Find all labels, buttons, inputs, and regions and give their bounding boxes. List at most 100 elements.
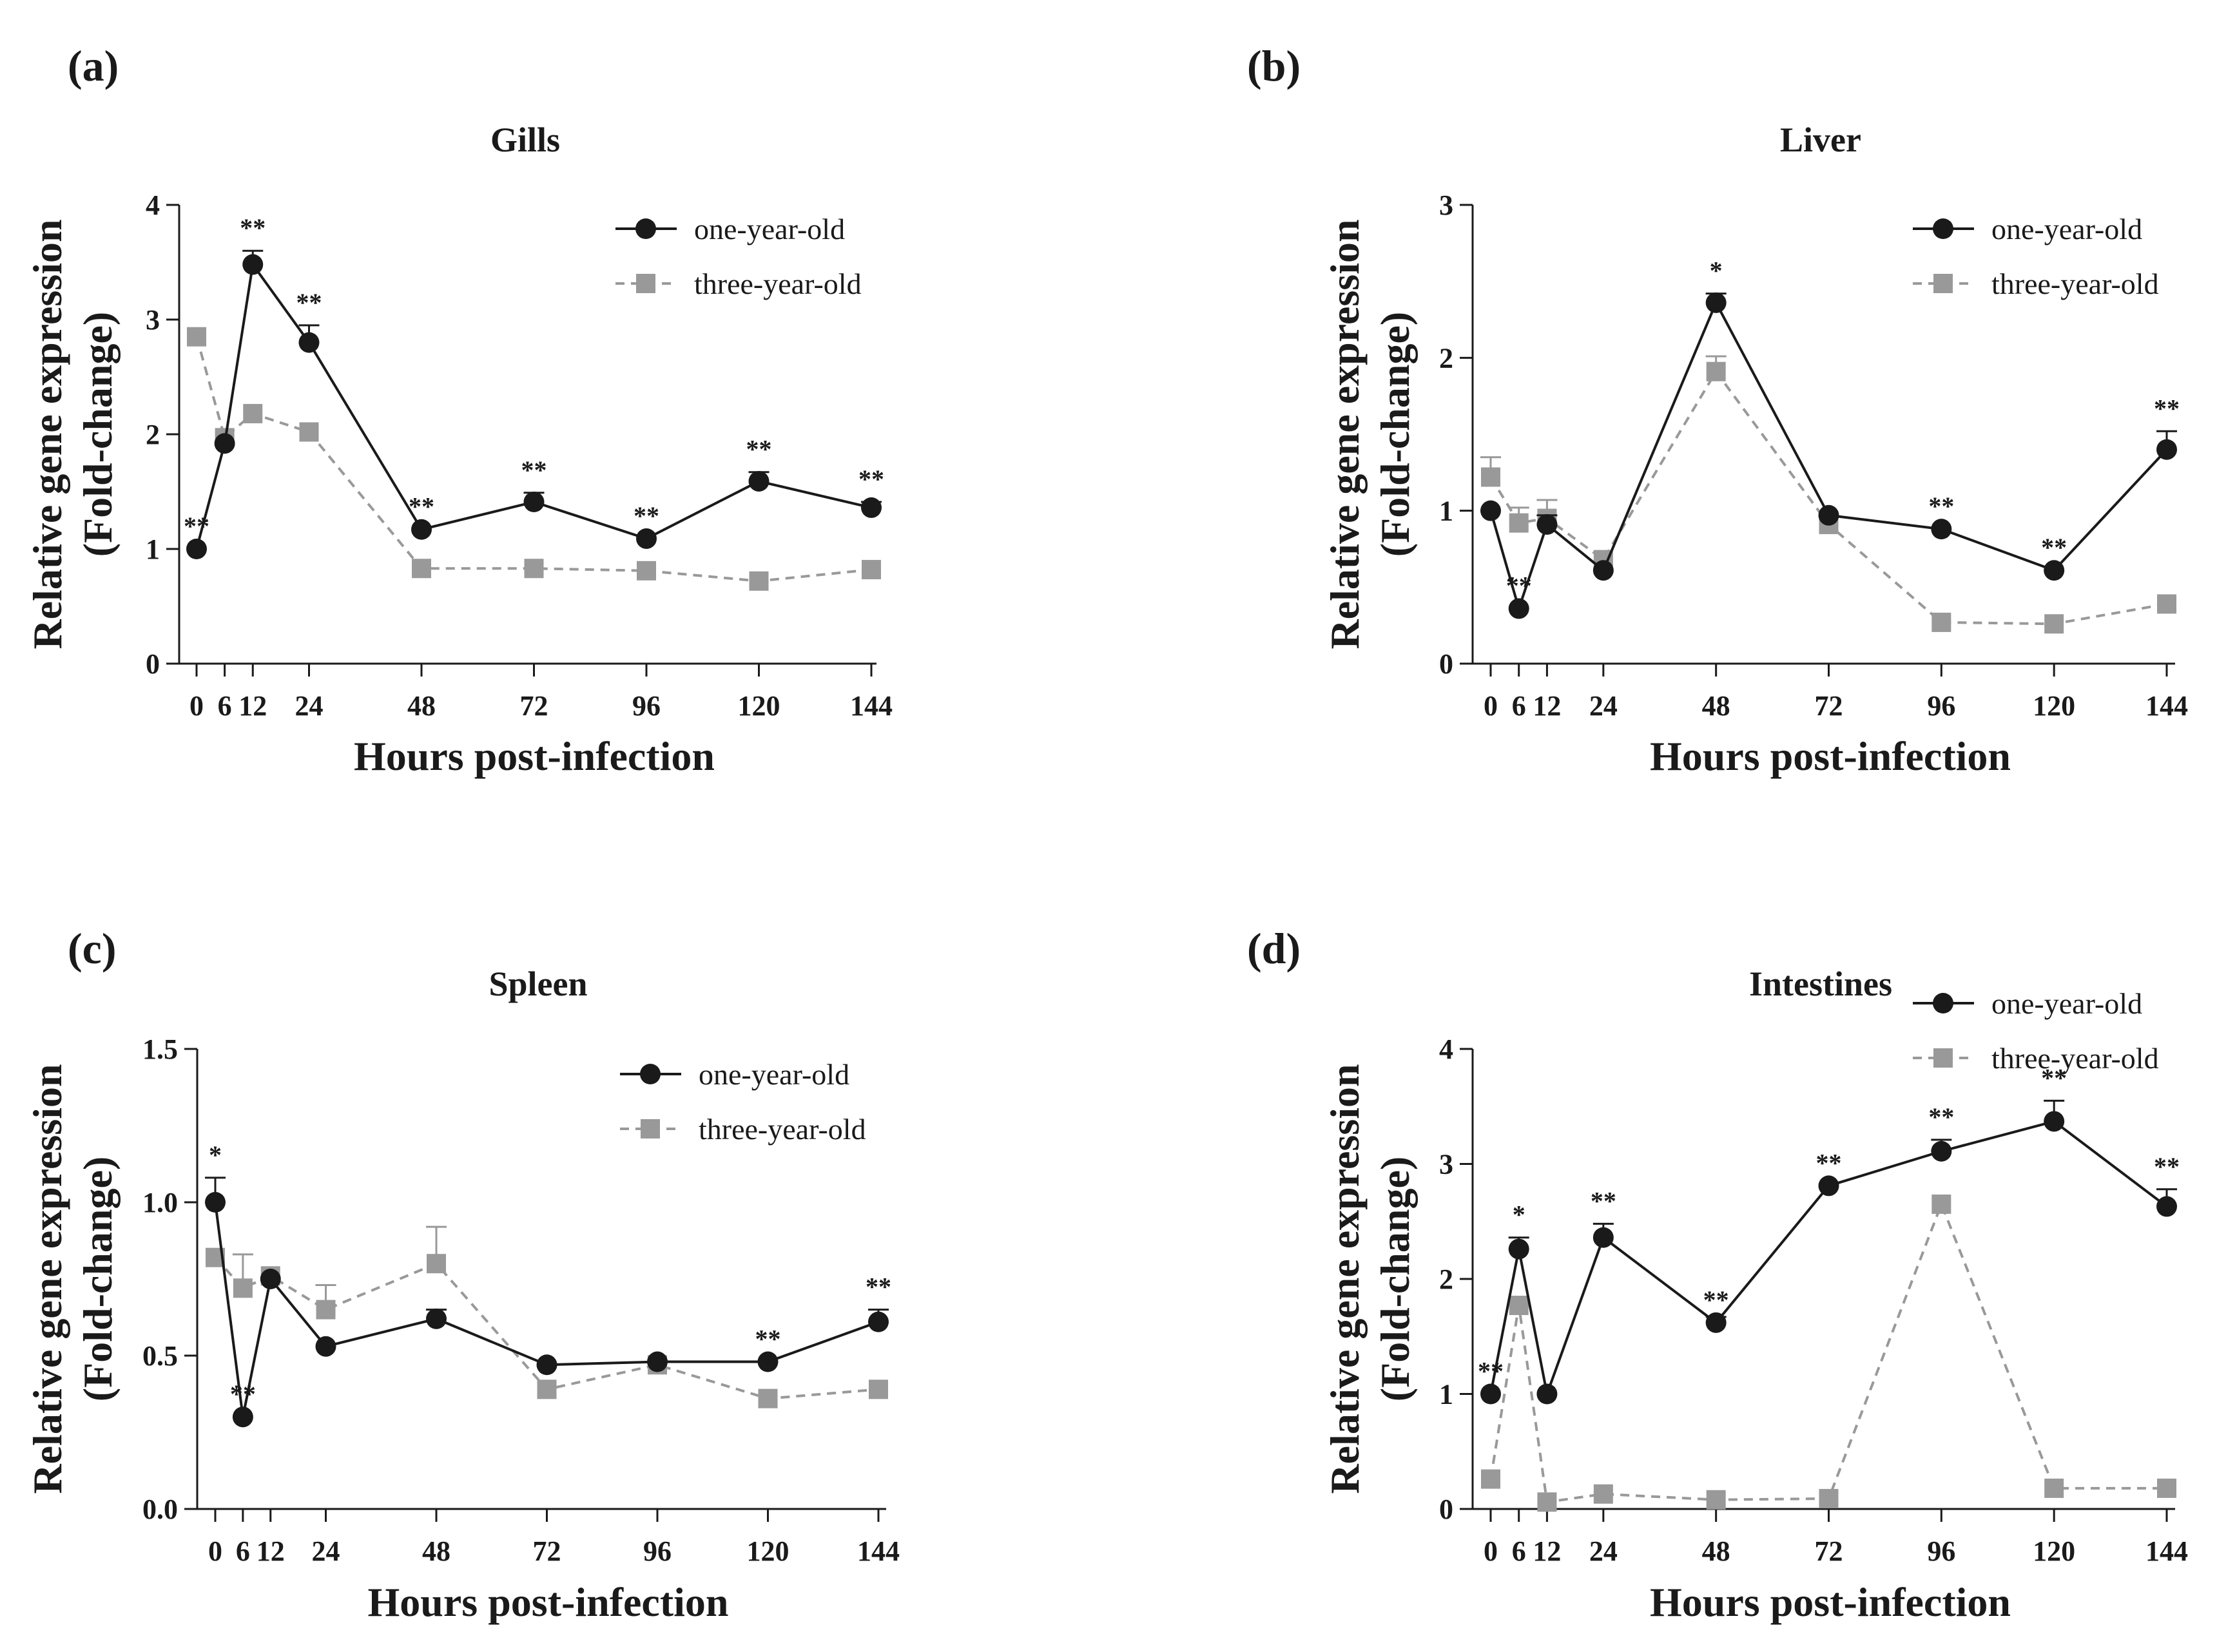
x-tick-label: 12: [1533, 690, 1561, 722]
significance-marker: **: [634, 501, 659, 530]
data-point-circle: [242, 254, 264, 275]
data-point-square: [524, 559, 544, 579]
data-point-square: [1537, 1492, 1557, 1512]
legend-marker-circle: [640, 1064, 661, 1084]
significance-marker: **: [1703, 1285, 1729, 1314]
x-tick-label: 12: [1533, 1535, 1561, 1567]
significance-marker: **: [2041, 533, 2067, 562]
y-tick-label: 0: [1439, 1494, 1453, 1525]
y-tick-label: 1: [146, 533, 160, 565]
data-point-circle: [1593, 1227, 1614, 1248]
x-tick-label: 96: [643, 1535, 672, 1567]
data-point-square: [1509, 1296, 1529, 1316]
y-tick-label: 3: [146, 304, 160, 336]
legend-label: three-year-old: [699, 1113, 866, 1146]
y-tick-label: 1.5: [142, 1033, 178, 1065]
significance-marker: **: [1591, 1186, 1616, 1215]
y-tick-label: 0: [146, 648, 160, 680]
y-axis-label: Relative gene expression: [24, 1064, 70, 1494]
legend-marker-circle: [635, 218, 656, 239]
data-point-circle: [1705, 1312, 1727, 1333]
series-three-year-old: [1480, 355, 2176, 634]
significance-marker: **: [2154, 394, 2180, 423]
y-tick-label: 0: [1439, 648, 1453, 680]
significance-marker: **: [296, 288, 322, 317]
significance-marker: **: [2154, 1152, 2180, 1181]
y-axis-label: Relative gene expression: [1322, 1064, 1368, 1494]
legend-label: one-year-old: [699, 1058, 849, 1091]
series-line-three-year-old: [1489, 1200, 2167, 1504]
x-tick-label: 48: [1702, 690, 1730, 722]
panel-label: (c): [68, 924, 116, 973]
x-axis-label: Hours post-infection: [1650, 733, 2011, 779]
y-tick-label: 0.0: [142, 1494, 178, 1525]
data-point-circle: [232, 1407, 253, 1428]
x-tick-label: 96: [1927, 1535, 1955, 1567]
x-tick-label: 48: [422, 1535, 450, 1567]
x-tick-label: 0: [1484, 1535, 1498, 1567]
data-point-circle: [523, 492, 545, 513]
data-point-circle: [861, 497, 882, 518]
x-tick-label: 12: [257, 1535, 285, 1567]
significance-marker: *: [209, 1140, 222, 1169]
data-point-circle: [205, 1192, 226, 1213]
legend-label: one-year-old: [1991, 213, 2142, 245]
y-axis-label: Relative gene expression: [24, 219, 70, 649]
data-point-circle: [186, 539, 207, 559]
data-point-square: [1593, 1484, 1613, 1504]
x-tick-label: 12: [238, 690, 267, 722]
series-one-year-old: [1480, 1099, 2177, 1405]
y-tick-label: 4: [146, 189, 160, 221]
x-tick-label: 24: [295, 690, 324, 722]
data-point-circle: [1931, 1140, 1952, 1162]
chart-panel-2: (c) Spleen Relative gene expression (Fold-c…: [24, 924, 900, 1625]
significance-marker: *: [1513, 1200, 1525, 1229]
panel-label: (a): [68, 41, 119, 90]
significance-marker: **: [2041, 1063, 2067, 1092]
data-point-circle: [1536, 514, 1558, 535]
data-point-square: [1931, 1194, 1951, 1214]
significance-marker: **: [1478, 1357, 1504, 1386]
x-tick-label: 6: [236, 1535, 250, 1567]
chart-title: Intestines: [1749, 965, 1892, 1003]
data-point-square: [2157, 594, 2176, 614]
data-point-circle: [536, 1354, 557, 1376]
legend-marker-circle: [1933, 218, 1953, 239]
significance-marker: **: [1506, 571, 1532, 600]
x-tick-label: 6: [1512, 1535, 1526, 1567]
legend-marker-square: [1933, 1048, 1953, 1068]
data-point-square: [862, 560, 881, 580]
data-point-circle: [2044, 560, 2065, 581]
data-point-circle: [411, 519, 432, 540]
x-tick-label: 24: [1589, 1535, 1618, 1567]
x-tick-label: 120: [747, 1535, 789, 1567]
y-tick-label: 2: [146, 419, 160, 450]
data-point-circle: [647, 1351, 668, 1372]
significance-marker: **: [521, 456, 547, 485]
x-tick-label: 0: [208, 1535, 222, 1567]
data-point-square: [2044, 614, 2064, 634]
legend-marker-circle: [1933, 993, 1953, 1013]
data-point-square: [1706, 361, 1726, 381]
significance-marker: **: [1928, 1102, 1954, 1131]
data-point-square: [1706, 1490, 1726, 1510]
data-point-circle: [1705, 292, 1727, 313]
data-point-square: [869, 1379, 888, 1399]
data-point-circle: [868, 1311, 889, 1332]
legend-label: three-year-old: [694, 267, 862, 300]
data-point-circle: [2156, 439, 2177, 460]
y-tick-label: 2: [1439, 1263, 1453, 1295]
data-point-circle: [1508, 1238, 1529, 1260]
data-point-circle: [1818, 1175, 1839, 1196]
data-point-square: [1819, 1488, 1839, 1508]
panel-label: (d): [1247, 924, 1301, 973]
chart-title: Gills: [490, 120, 560, 159]
data-point-square: [1481, 1469, 1500, 1489]
data-point-square: [1931, 612, 1951, 632]
data-point-square: [243, 403, 263, 423]
significance-marker: **: [230, 1379, 256, 1408]
y-tick-label: 3: [1439, 189, 1453, 221]
legend: one-year-old three-year-old: [620, 1058, 866, 1146]
series-one-year-old: [205, 1177, 889, 1428]
